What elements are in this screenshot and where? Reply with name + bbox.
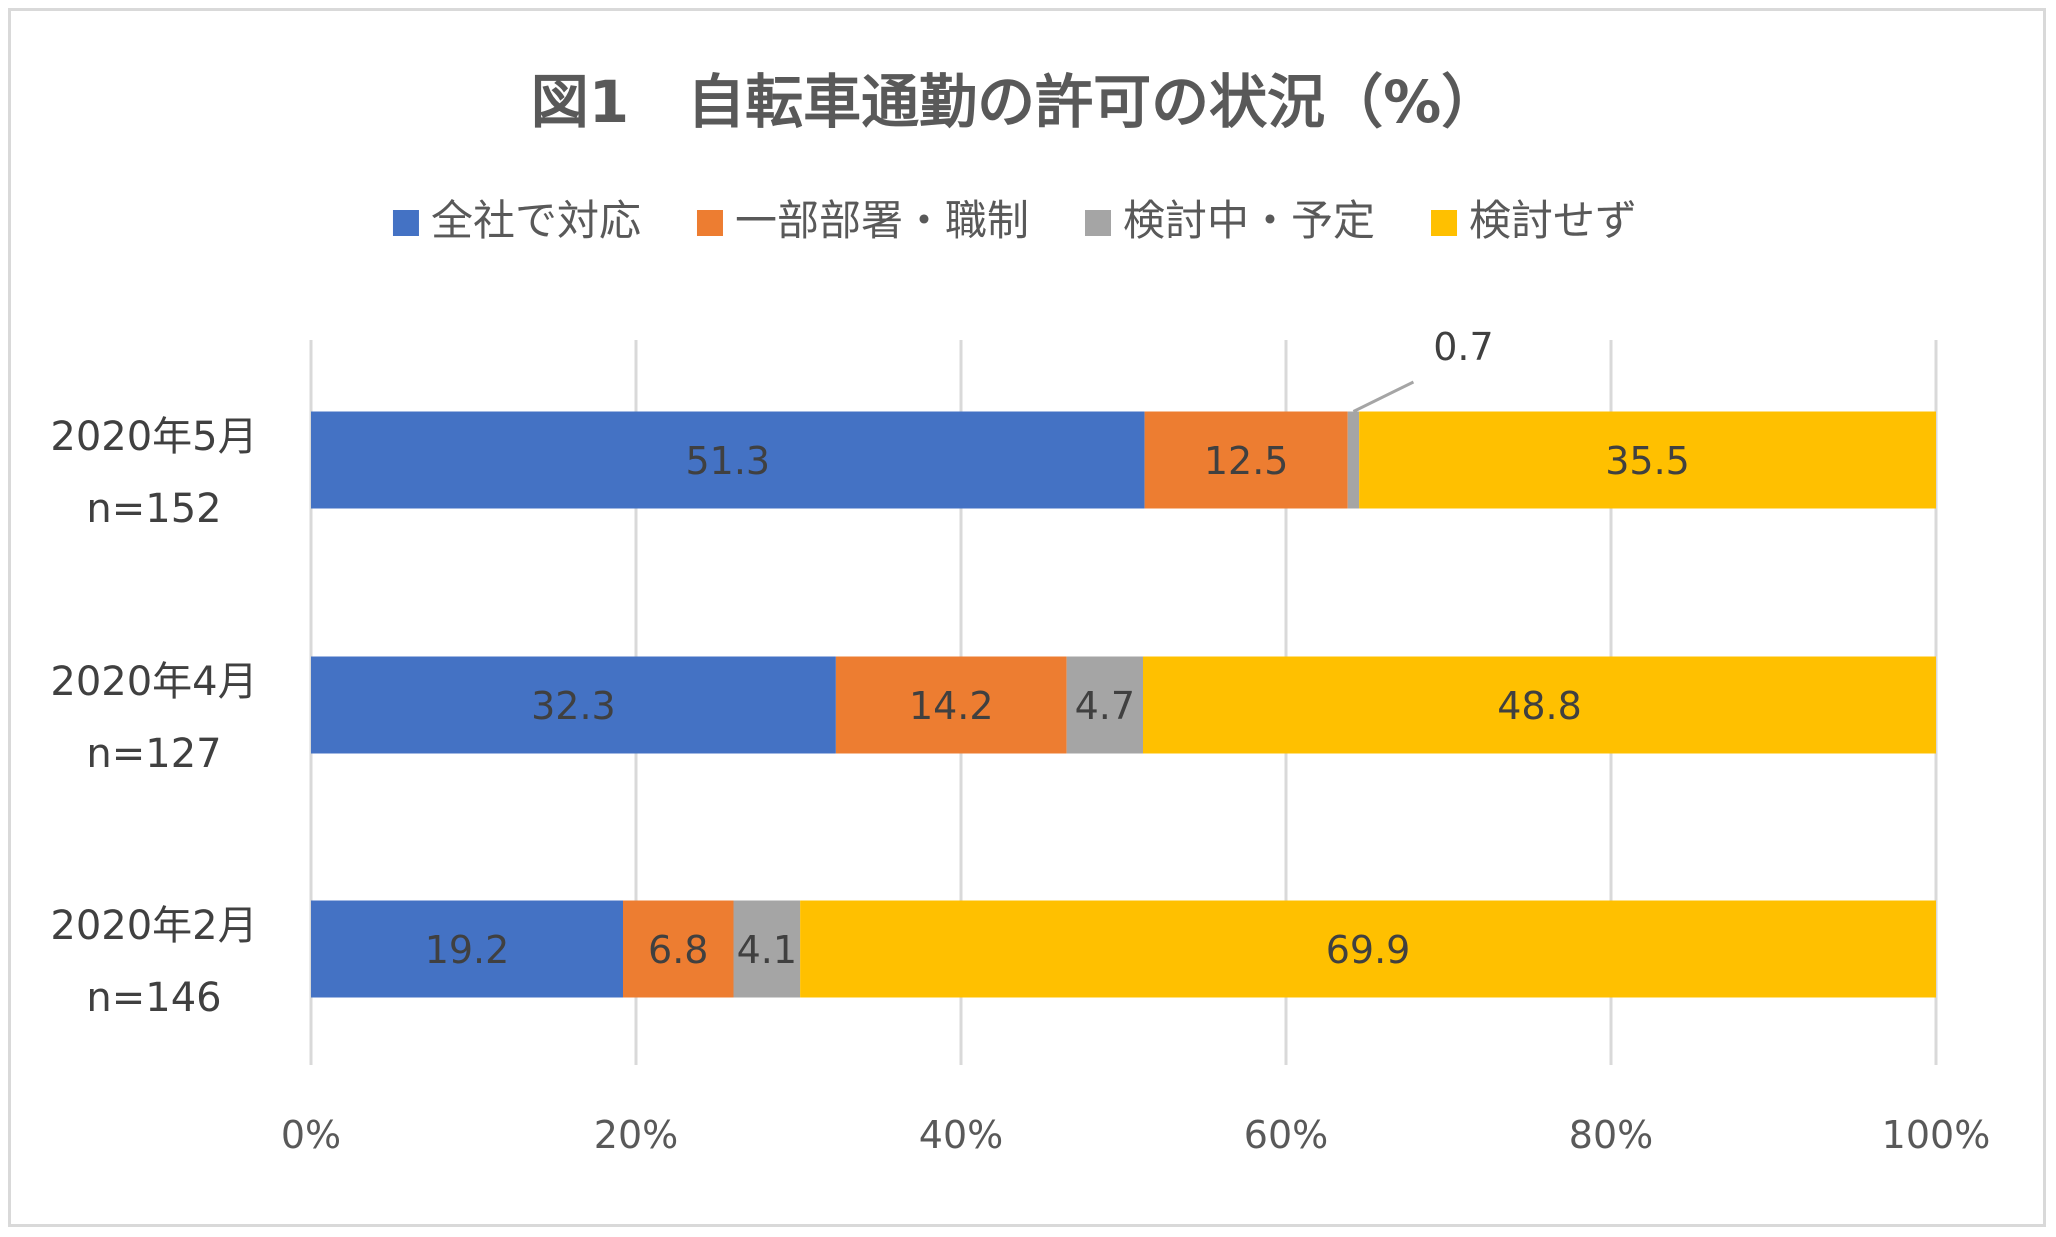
x-tick-label: 0% bbox=[281, 1113, 341, 1157]
legend-swatch bbox=[1085, 210, 1111, 236]
bar-segment bbox=[311, 411, 1145, 509]
data-label: 19.2 bbox=[425, 928, 510, 972]
bar-segment bbox=[800, 900, 1936, 998]
x-tick-label: 60% bbox=[1244, 1113, 1328, 1157]
data-label-leader bbox=[1352, 380, 1415, 413]
data-label: 14.2 bbox=[909, 684, 994, 728]
legend-swatch bbox=[392, 210, 419, 236]
data-label: 48.8 bbox=[1497, 684, 1582, 728]
data-label: 51.3 bbox=[686, 439, 771, 483]
legend-swatch bbox=[1431, 210, 1458, 236]
x-tick-label: 80% bbox=[1569, 1113, 1653, 1157]
bar-segment bbox=[1066, 656, 1143, 754]
legend-label: 全社で対応 bbox=[431, 196, 641, 245]
data-label: 69.9 bbox=[1326, 928, 1411, 972]
category-label: 2020年4月 bbox=[50, 659, 257, 705]
legend-label: 検討せず bbox=[1469, 196, 1637, 245]
category-label: 2020年5月 bbox=[50, 414, 257, 460]
data-label: 4.1 bbox=[737, 928, 797, 972]
bar-segment bbox=[1143, 656, 1936, 754]
data-label: 32.3 bbox=[531, 684, 616, 728]
bars: 51.3 12.5 0.7 35.5 32.3 14.2 4.7 48.8 19.2 6.8 4.1… bbox=[311, 325, 1936, 998]
bar-segment bbox=[733, 900, 801, 998]
chart-frame bbox=[8, 8, 2046, 1227]
legend-label: 一部部署・職制 bbox=[735, 196, 1029, 245]
x-axis-ticks: 0% 20% 40% 60% 80% 100% bbox=[281, 1113, 1990, 1157]
category-label: 2020年2月 bbox=[50, 903, 257, 949]
bar-segment bbox=[835, 656, 1067, 754]
bar-segment bbox=[1144, 411, 1348, 509]
bar-segment bbox=[623, 900, 734, 998]
bar-segment bbox=[311, 900, 623, 998]
data-label: 6.8 bbox=[648, 928, 708, 972]
x-tick-label: 20% bbox=[594, 1113, 678, 1157]
bar-segment bbox=[311, 656, 836, 754]
data-label: 35.5 bbox=[1605, 439, 1690, 483]
data-label: 4.7 bbox=[1075, 684, 1135, 728]
category-sample-size: n=152 bbox=[86, 486, 221, 532]
legend-swatch bbox=[696, 210, 723, 236]
chart-title: 図1 自転車通勤の許可の状況（%） bbox=[531, 68, 1499, 136]
x-tick-label: 100% bbox=[1882, 1113, 1991, 1157]
category-sample-size: n=146 bbox=[86, 975, 221, 1021]
category-sample-size: n=127 bbox=[86, 731, 221, 777]
category-labels: 2020年5月 n=152 2020年4月 n=127 2020年2月 n=146 bbox=[50, 414, 257, 1021]
x-tick-label: 40% bbox=[919, 1113, 1003, 1157]
legend: 全社で対応 一部部署・職制 検討中・予定 検討せず bbox=[392, 196, 1637, 245]
data-label: 0.7 bbox=[1433, 325, 1493, 369]
bar-segment bbox=[1359, 411, 1936, 509]
bar-segment bbox=[1347, 411, 1360, 509]
legend-label: 検討中・予定 bbox=[1123, 196, 1375, 245]
data-label: 12.5 bbox=[1204, 439, 1289, 483]
